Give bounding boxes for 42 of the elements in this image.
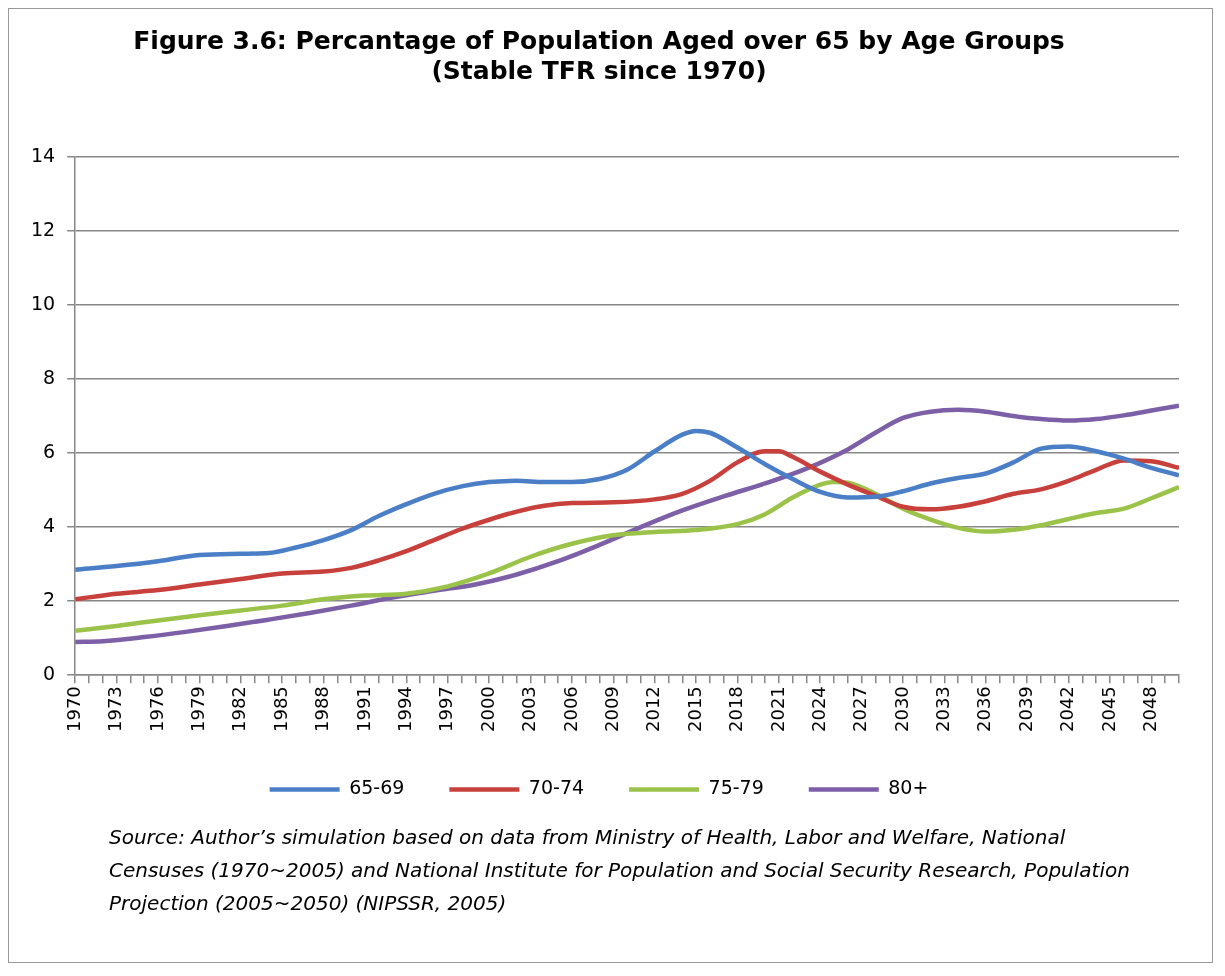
y-tick-label: 6 xyxy=(43,440,56,463)
x-tick-label: 2018 xyxy=(725,686,747,732)
text: (Stable TFR since 1970) xyxy=(431,55,767,85)
x-tick-label: 1991 xyxy=(352,686,374,732)
x-tick-label: 2048 xyxy=(1139,686,1161,732)
source-note: Source: Author’s simulation based on data from Ministry of Health, Labor and Welfare, National Censuses (1970~2005) and National Institute for Population and Social Security Research, Population Projection (2005~2050) (NIPSSR, 2005) xyxy=(109,824,1131,917)
x-tick-label: 2024 xyxy=(807,686,829,732)
text: Figure 3.6: Percantage of Population Aged over 65 by Age Groups xyxy=(133,25,1065,55)
x-tick-label: 2021 xyxy=(766,686,788,732)
x-tick-label: 1976 xyxy=(145,686,167,732)
x-tick-label: 1994 xyxy=(394,686,415,732)
x-tick-label: 1979 xyxy=(187,686,209,732)
x-tick-label: 2039 xyxy=(1014,686,1036,732)
y-tick-label: 0 xyxy=(43,662,56,685)
x-tick-label: 1988 xyxy=(311,686,333,732)
x-tick-label: 2003 xyxy=(518,686,540,732)
x-tick-label: 2033 xyxy=(932,686,954,732)
y-tick-label: 4 xyxy=(43,514,56,537)
legend-label: 80+ xyxy=(888,776,929,799)
x-tick-label: 2006 xyxy=(559,686,581,732)
x-tick-label: 2030 xyxy=(890,686,912,732)
x-tick-label: 2036 xyxy=(973,686,995,732)
x-tick-label: 2015 xyxy=(683,686,705,732)
legend-label: 70-74 xyxy=(528,776,585,799)
x-tick-label: 2042 xyxy=(1056,686,1078,732)
x-tick-label: 2009 xyxy=(600,686,622,732)
x-tick-label: 2000 xyxy=(476,686,498,732)
y-tick-label: 14 xyxy=(30,143,56,166)
x-tick-label: 1997 xyxy=(435,686,457,732)
x-tick-label: 2012 xyxy=(642,686,664,732)
y-tick-label: 10 xyxy=(30,291,56,314)
x-tick-label: 2027 xyxy=(849,686,871,732)
x-tick-label: 1970 xyxy=(62,686,84,732)
x-tick-label: 2045 xyxy=(1097,686,1119,732)
x-tick-label: 1973 xyxy=(104,686,126,732)
x-tick-label: 1985 xyxy=(269,686,291,732)
y-tick-label: 12 xyxy=(30,217,56,240)
x-tick-label: 1982 xyxy=(228,686,250,732)
y-tick-label: 8 xyxy=(43,366,56,389)
legend-label: 75-79 xyxy=(708,776,764,799)
y-tick-label: 2 xyxy=(43,588,56,611)
legend-label: 65-69 xyxy=(349,776,405,799)
